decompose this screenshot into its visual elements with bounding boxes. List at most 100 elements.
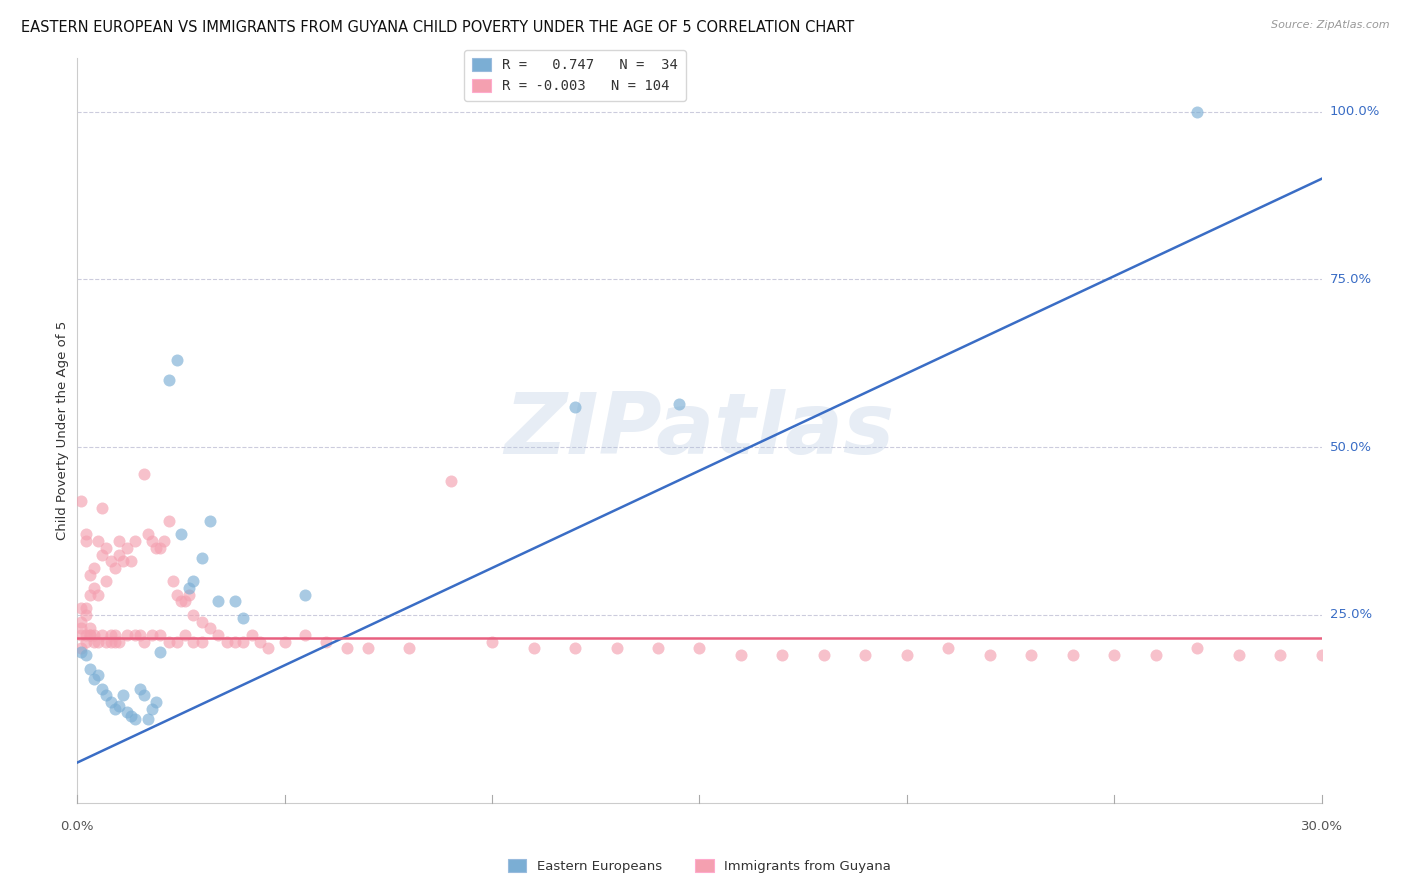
Point — [179, 581, 201, 595]
Point — [100, 628, 122, 642]
Point — [79, 567, 101, 582]
Point — [104, 702, 127, 716]
Point — [120, 708, 142, 723]
Point — [70, 645, 93, 659]
Point — [111, 689, 134, 703]
Point — [157, 373, 180, 387]
Point — [564, 641, 586, 656]
Point — [170, 527, 193, 541]
Point — [79, 628, 101, 642]
Point — [115, 541, 138, 555]
Point — [96, 574, 118, 589]
Point — [813, 648, 835, 663]
Point — [1021, 648, 1043, 663]
Point — [772, 648, 794, 663]
Point — [979, 648, 1001, 663]
Point — [1227, 648, 1250, 663]
Point — [564, 400, 586, 414]
Point — [315, 634, 337, 648]
Text: 100.0%: 100.0% — [1330, 105, 1381, 118]
Point — [124, 628, 146, 642]
Point — [174, 628, 197, 642]
Point — [132, 634, 155, 648]
Point — [70, 628, 93, 642]
Point — [224, 594, 246, 608]
Point — [128, 681, 150, 696]
Point — [730, 648, 752, 663]
Point — [249, 634, 271, 648]
Point — [83, 634, 105, 648]
Point — [1187, 641, 1209, 656]
Point — [191, 615, 214, 629]
Legend: Eastern Europeans, Immigrants from Guyana: Eastern Europeans, Immigrants from Guyan… — [503, 854, 896, 878]
Point — [183, 574, 205, 589]
Y-axis label: Child Poverty Under the Age of 5: Child Poverty Under the Age of 5 — [56, 321, 69, 540]
Point — [91, 548, 114, 562]
Point — [96, 689, 118, 703]
Point — [938, 641, 960, 656]
Point — [162, 574, 184, 589]
Point — [108, 534, 131, 549]
Text: 25.0%: 25.0% — [1330, 608, 1372, 622]
Point — [96, 541, 118, 555]
Point — [191, 550, 214, 565]
Point — [70, 615, 93, 629]
Point — [104, 628, 127, 642]
Text: Source: ZipAtlas.com: Source: ZipAtlas.com — [1271, 20, 1389, 29]
Point — [668, 396, 690, 410]
Text: EASTERN EUROPEAN VS IMMIGRANTS FROM GUYANA CHILD POVERTY UNDER THE AGE OF 5 CORR: EASTERN EUROPEAN VS IMMIGRANTS FROM GUYA… — [21, 20, 855, 35]
Point — [1310, 648, 1333, 663]
Point — [87, 588, 110, 602]
Point — [91, 628, 114, 642]
Point — [83, 561, 105, 575]
Point — [75, 648, 97, 663]
Point — [157, 634, 180, 648]
Point — [70, 621, 93, 635]
Point — [132, 689, 155, 703]
Point — [87, 534, 110, 549]
Point — [336, 641, 359, 656]
Point — [108, 548, 131, 562]
Point — [357, 641, 380, 656]
Point — [91, 681, 114, 696]
Point — [1187, 104, 1209, 119]
Point — [136, 527, 159, 541]
Point — [120, 554, 142, 568]
Point — [198, 621, 221, 635]
Point — [149, 628, 172, 642]
Point — [70, 601, 93, 615]
Point — [132, 467, 155, 481]
Point — [1270, 648, 1292, 663]
Point — [440, 474, 463, 488]
Point — [111, 554, 134, 568]
Point — [232, 611, 254, 625]
Point — [70, 641, 93, 656]
Point — [174, 594, 197, 608]
Point — [75, 628, 97, 642]
Point — [145, 541, 167, 555]
Point — [294, 628, 316, 642]
Point — [96, 634, 118, 648]
Point — [896, 648, 918, 663]
Point — [100, 695, 122, 709]
Point — [257, 641, 280, 656]
Point — [1104, 648, 1126, 663]
Point — [198, 514, 221, 528]
Point — [224, 634, 246, 648]
Point — [166, 353, 188, 368]
Point — [75, 634, 97, 648]
Point — [215, 634, 238, 648]
Point — [855, 648, 877, 663]
Point — [145, 695, 167, 709]
Point — [149, 645, 172, 659]
Point — [75, 527, 97, 541]
Text: 30.0%: 30.0% — [1301, 820, 1343, 832]
Point — [294, 588, 316, 602]
Point — [157, 514, 180, 528]
Point — [141, 628, 163, 642]
Point — [104, 634, 127, 648]
Point — [75, 534, 97, 549]
Point — [108, 634, 131, 648]
Text: 75.0%: 75.0% — [1330, 273, 1372, 286]
Point — [481, 634, 503, 648]
